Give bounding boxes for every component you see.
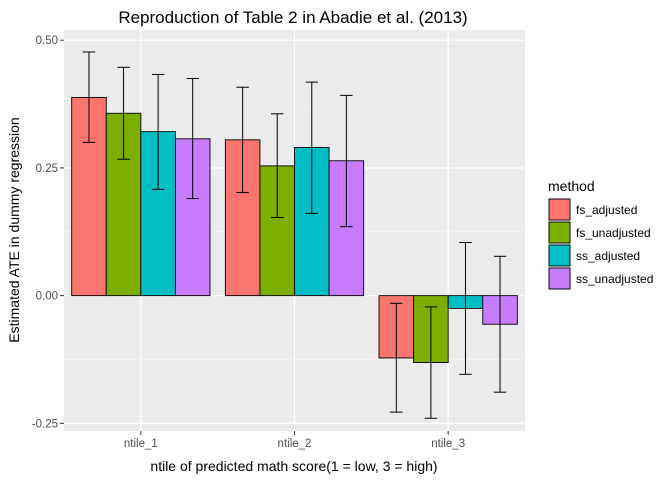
legend: method fs_adjusted fs_unadjusted ss_adjust… (548, 178, 653, 290)
y-tick-label: 0.50 (36, 35, 58, 47)
legend-label-fs_adjusted: fs_adjusted (576, 203, 637, 217)
y-axis-ticks: -0.25 0.00 0.25 0.50 (32, 35, 64, 430)
x-axis-title: ntile of predicted math score(1 = low, 3… (150, 458, 437, 474)
x-tick-label: ntile_3 (431, 438, 465, 450)
legend-label-fs_unadjusted: fs_unadjusted (576, 226, 651, 240)
error-bars (82, 51, 507, 419)
legend-title: method (548, 178, 595, 194)
legend-swatch-fs_unadjusted (548, 221, 571, 244)
legend-label-ss_unadjusted: ss_unadjusted (576, 272, 653, 286)
y-tick-label: 0.00 (36, 291, 58, 303)
legend-swatch-ss_unadjusted (548, 267, 571, 290)
x-tick-label: ntile_2 (278, 438, 312, 450)
y-axis-title: Estimated ATE in dummy regression (6, 117, 22, 342)
bar-fs_adjusted-ntile_2 (224, 139, 261, 297)
chart-title: Reproduction of Table 2 in Abadie et al.… (118, 8, 467, 27)
legend-label-ss_adjusted: ss_adjusted (576, 249, 640, 263)
legend-swatch-ss_adjusted (548, 244, 571, 267)
y-tick-label: 0.25 (36, 163, 58, 175)
legend-items: fs_adjusted fs_unadjusted ss_adjusted ss_un… (548, 198, 653, 290)
x-tick-label: ntile_1 (124, 438, 158, 450)
legend-swatch-fs_adjusted (548, 198, 571, 221)
y-tick-label: -0.25 (32, 418, 58, 430)
x-axis-ticks: ntile_1 ntile_2 ntile_3 (124, 431, 465, 450)
